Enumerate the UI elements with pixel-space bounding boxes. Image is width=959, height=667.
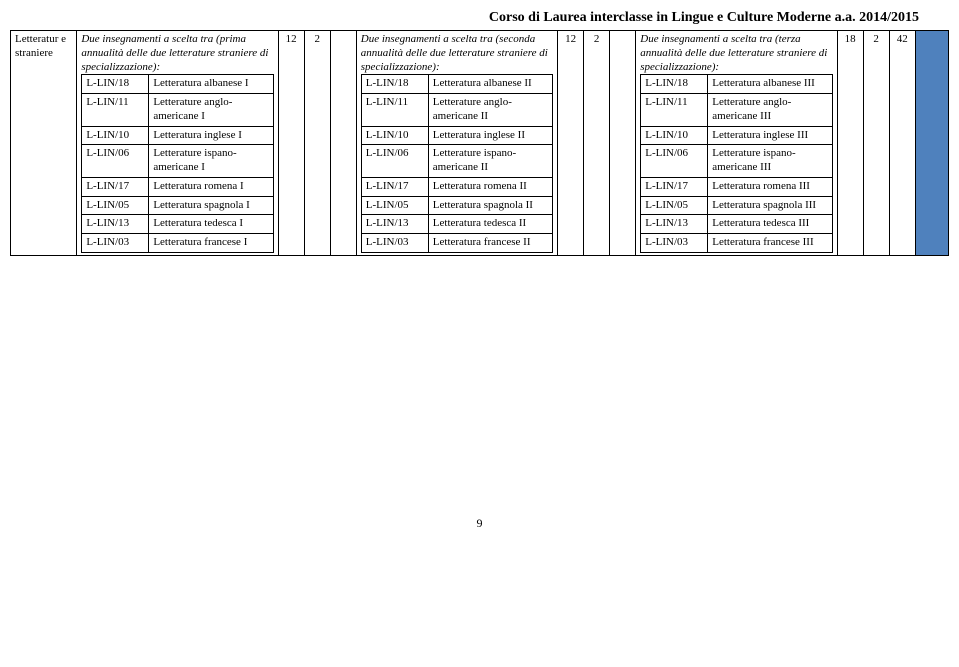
item: Letteratura romena I [149, 177, 273, 196]
blue-marker [915, 31, 948, 256]
item: Letteratura francese III [708, 234, 832, 253]
item: Letteratura romena III [708, 177, 832, 196]
item: Letteratura tedesca I [149, 215, 273, 234]
code: L-LIN/03 [641, 234, 708, 253]
code: L-LIN/13 [361, 215, 428, 234]
item: Letteratura spagnola III [708, 196, 832, 215]
item: Letteratura albanese I [149, 75, 273, 94]
code: L-LIN/11 [641, 94, 708, 127]
item: Letteratura inglese II [428, 126, 552, 145]
code: L-LIN/10 [641, 126, 708, 145]
item: Letterature ispano-americane III [708, 145, 832, 178]
item: Letteratura francese II [428, 234, 552, 253]
code: L-LIN/05 [641, 196, 708, 215]
code: L-LIN/10 [361, 126, 428, 145]
item: Letteratura tedesca III [708, 215, 832, 234]
item: Letterature ispano-americane II [428, 145, 552, 178]
item: Letteratura romena II [428, 177, 552, 196]
code: L-LIN/17 [641, 177, 708, 196]
item: Letteratura spagnola II [428, 196, 552, 215]
code: L-LIN/03 [361, 234, 428, 253]
count: 2 [304, 31, 330, 256]
code: L-LIN/05 [82, 196, 149, 215]
cfu: 12 [558, 31, 584, 256]
year2-intro: Due insegnamenti a scelta tra (seconda a… [361, 33, 553, 74]
cfu: 18 [837, 31, 863, 256]
item: Letterature anglo-americane III [708, 94, 832, 127]
code: L-LIN/18 [641, 75, 708, 94]
code: L-LIN/13 [641, 215, 708, 234]
count: 2 [863, 31, 889, 256]
item: Letteratura tedesca II [428, 215, 552, 234]
code: L-LIN/18 [82, 75, 149, 94]
curriculum-table: Letteratur e straniere Due insegnamenti … [10, 30, 949, 256]
year1-content: Due insegnamenti a scelta tra (prima ann… [77, 31, 278, 256]
total: 42 [889, 31, 915, 256]
item: Letteratura inglese I [149, 126, 273, 145]
page-number: 9 [10, 516, 949, 531]
item: Letteratura albanese II [428, 75, 552, 94]
year3-intro: Due insegnamenti a scelta tra (terza ann… [640, 33, 832, 74]
code: L-LIN/11 [82, 94, 149, 127]
item: Letteratura francese I [149, 234, 273, 253]
item: Letteratura inglese III [708, 126, 832, 145]
page-header: Corso di Laurea interclasse in Lingue e … [10, 10, 949, 26]
count: 2 [584, 31, 610, 256]
item: Letteratura albanese III [708, 75, 832, 94]
code: L-LIN/11 [361, 94, 428, 127]
item: Letterature anglo-americane II [428, 94, 552, 127]
year3-content: Due insegnamenti a scelta tra (terza ann… [636, 31, 837, 256]
cfu: 12 [278, 31, 304, 256]
table-row: Letteratur e straniere Due insegnamenti … [11, 31, 949, 256]
code: L-LIN/17 [361, 177, 428, 196]
code: L-LIN/06 [641, 145, 708, 178]
code: L-LIN/10 [82, 126, 149, 145]
item: Letteratura spagnola I [149, 196, 273, 215]
row-label: Letteratur e straniere [11, 31, 77, 256]
year1-intro: Due insegnamenti a scelta tra (prima ann… [81, 33, 273, 74]
empty [610, 31, 636, 256]
code: L-LIN/13 [82, 215, 149, 234]
code: L-LIN/05 [361, 196, 428, 215]
code: L-LIN/06 [361, 145, 428, 178]
item: Letterature anglo-americane I [149, 94, 273, 127]
code: L-LIN/06 [82, 145, 149, 178]
year2-content: Due insegnamenti a scelta tra (seconda a… [356, 31, 557, 256]
empty [330, 31, 356, 256]
code: L-LIN/03 [82, 234, 149, 253]
item: Letterature ispano-americane I [149, 145, 273, 178]
code: L-LIN/17 [82, 177, 149, 196]
code: L-LIN/18 [361, 75, 428, 94]
